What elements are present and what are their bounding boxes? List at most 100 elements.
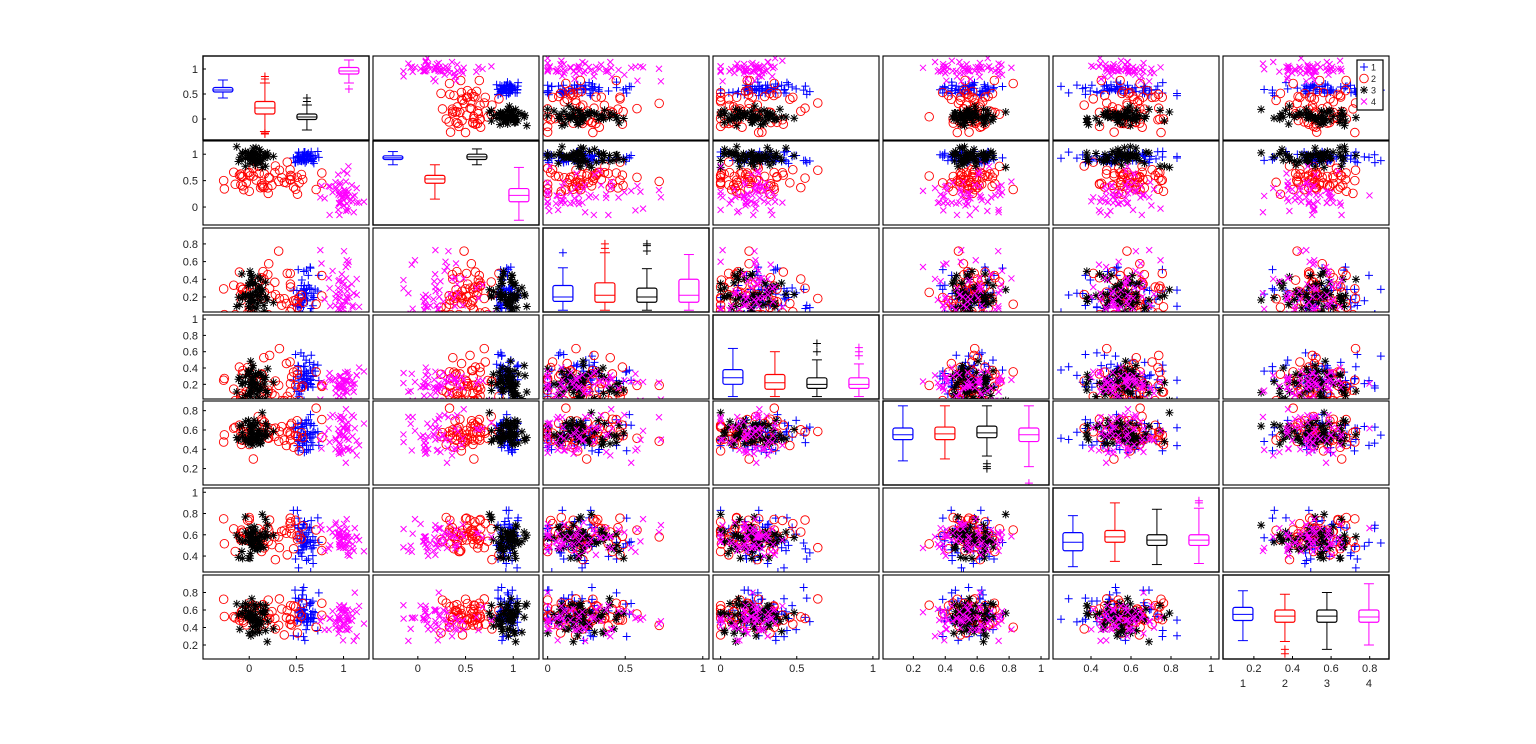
data-point: [612, 150, 621, 159]
data-point: [605, 352, 615, 363]
data-point: [441, 302, 451, 312]
data-point: [987, 88, 998, 99]
series-group-3: [716, 142, 799, 172]
data-point: [1311, 162, 1320, 171]
data-point: [1309, 293, 1317, 301]
data-point: [1131, 284, 1139, 292]
series-group-2: [1271, 157, 1361, 199]
data-point: [448, 275, 456, 283]
data-point: [730, 278, 739, 287]
data-point: [585, 63, 593, 71]
data-point: [1117, 57, 1125, 65]
data-point: [1128, 109, 1137, 118]
panel-r3-c2: [372, 227, 540, 313]
data-point: [967, 86, 978, 97]
data-point: [219, 184, 230, 194]
data-point: [316, 396, 324, 399]
data-point: [1350, 284, 1360, 294]
data-point: [998, 61, 1005, 68]
data-point: [960, 299, 969, 308]
data-point: [716, 156, 725, 165]
data-point: [1338, 67, 1345, 75]
data-point: [572, 362, 581, 371]
data-point: [1314, 198, 1322, 205]
data-point: [942, 293, 950, 301]
data-point: [943, 260, 950, 267]
boxplot-group-2: [594, 239, 616, 311]
data-point: [978, 302, 986, 310]
data-point: [421, 67, 429, 74]
data-point: [469, 305, 479, 312]
data-point: [235, 153, 244, 162]
data-point: [550, 171, 561, 181]
data-point: [1364, 271, 1373, 280]
data-point: [247, 275, 256, 284]
data-point: [596, 377, 603, 385]
data-point: [1300, 88, 1310, 99]
data-point: [1103, 296, 1112, 305]
boxplot-group-3: [806, 339, 828, 398]
data-point: [1173, 302, 1181, 311]
panel-r4-c2: [372, 314, 540, 400]
data-point: [767, 207, 775, 214]
data-point: [1099, 110, 1108, 119]
data-point: [570, 68, 577, 75]
data-point: [736, 109, 745, 118]
data-point: [274, 343, 285, 354]
data-point: [1309, 200, 1317, 208]
data-point: [1326, 117, 1335, 126]
data-point: [1117, 279, 1126, 288]
data-point: [771, 193, 778, 201]
data-point: [407, 387, 415, 395]
data-point: [742, 301, 750, 309]
data-point: [750, 117, 759, 126]
data-point: [447, 388, 458, 398]
data-point: [948, 57, 956, 65]
data-point: [1335, 148, 1344, 157]
data-point: [498, 292, 507, 301]
data-point: [1276, 191, 1283, 198]
data-point: [756, 275, 763, 282]
data-point: [1072, 154, 1081, 163]
data-point: [400, 73, 407, 80]
data-point: [558, 364, 565, 371]
data-point: [508, 396, 510, 399]
data-point: [234, 170, 245, 180]
data-point: [965, 277, 972, 285]
data-point: [727, 196, 735, 204]
data-point: [1107, 183, 1115, 190]
data-point: [736, 292, 745, 301]
data-point: [1095, 63, 1103, 70]
data-point: [507, 307, 516, 312]
data-point: [498, 109, 507, 118]
data-point: [971, 290, 979, 297]
data-point: [1157, 205, 1164, 212]
data-point: [1326, 153, 1335, 162]
data-point: [1335, 90, 1345, 101]
data-point: [554, 82, 563, 91]
data-point: [452, 106, 462, 117]
data-point: [1349, 309, 1357, 312]
data-point: [326, 183, 334, 190]
data-point: [1317, 106, 1326, 115]
axes-box: [1052, 140, 1220, 226]
data-point: [1120, 291, 1129, 300]
data-point: [459, 302, 467, 309]
data-point: [989, 281, 998, 290]
data-point: [943, 296, 954, 306]
data-point: [780, 86, 789, 95]
data-point: [276, 300, 287, 310]
data-point: [576, 86, 587, 97]
data-point: [944, 298, 952, 306]
series-group-1: [1057, 78, 1181, 100]
data-point: [258, 180, 268, 191]
data-point: [1057, 82, 1065, 91]
axes-box: [882, 227, 1050, 313]
data-point: [489, 370, 498, 379]
outlier-point: [600, 239, 609, 248]
data-point: [1364, 153, 1373, 162]
data-point: [296, 169, 307, 180]
data-point: [1127, 299, 1136, 308]
data-point: [257, 181, 267, 192]
data-point: [326, 302, 334, 310]
